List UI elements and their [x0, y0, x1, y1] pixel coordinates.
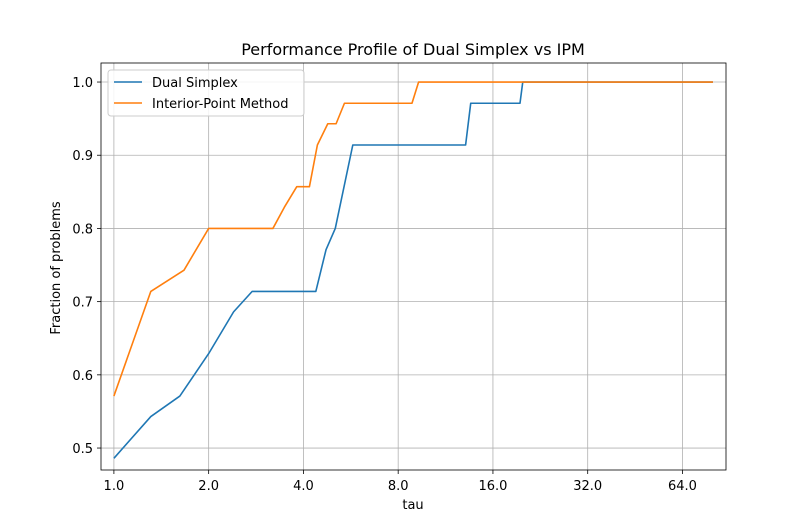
x-tick-label: 1.0	[104, 479, 125, 494]
y-tick-label: 0.5	[72, 442, 93, 457]
legend-box	[107, 69, 305, 117]
x-tick-label: 2.0	[198, 479, 219, 494]
series-lines	[113, 81, 713, 459]
y-tick-label: 0.9	[72, 149, 93, 164]
x-tick-label: 16.0	[478, 479, 507, 494]
chart-title: Performance Profile of Dual Simplex vs I…	[241, 40, 585, 59]
axis-ticks: 1.0 2.0 4.0 8.0 16.0 32.0 64.0 0.5 0.6 0.7 0.8 0.9 1…	[72, 76, 697, 494]
y-axis-label: Fraction of problems	[49, 201, 64, 334]
plot-frame	[100, 62, 727, 471]
y-tick-label: 0.7	[72, 296, 93, 311]
x-tick-label: 32.0	[573, 479, 602, 494]
y-tick-label: 0.8	[72, 222, 93, 237]
legend-label: Dual Simplex	[152, 76, 238, 91]
y-tick-label: 0.6	[72, 369, 93, 384]
series-line-interior-point-method	[113, 81, 713, 397]
legend: Dual Simplex Interior-Point Method	[107, 69, 305, 117]
x-tick-label: 8.0	[388, 479, 409, 494]
legend-label: Interior-Point Method	[152, 97, 288, 112]
x-axis-label: tau	[402, 498, 423, 513]
y-tick-label: 1.0	[72, 76, 93, 91]
x-tick-label: 64.0	[668, 479, 697, 494]
series-line-dual-simplex	[113, 81, 713, 459]
x-tick-label: 4.0	[293, 479, 314, 494]
grid-lines	[101, 63, 726, 470]
